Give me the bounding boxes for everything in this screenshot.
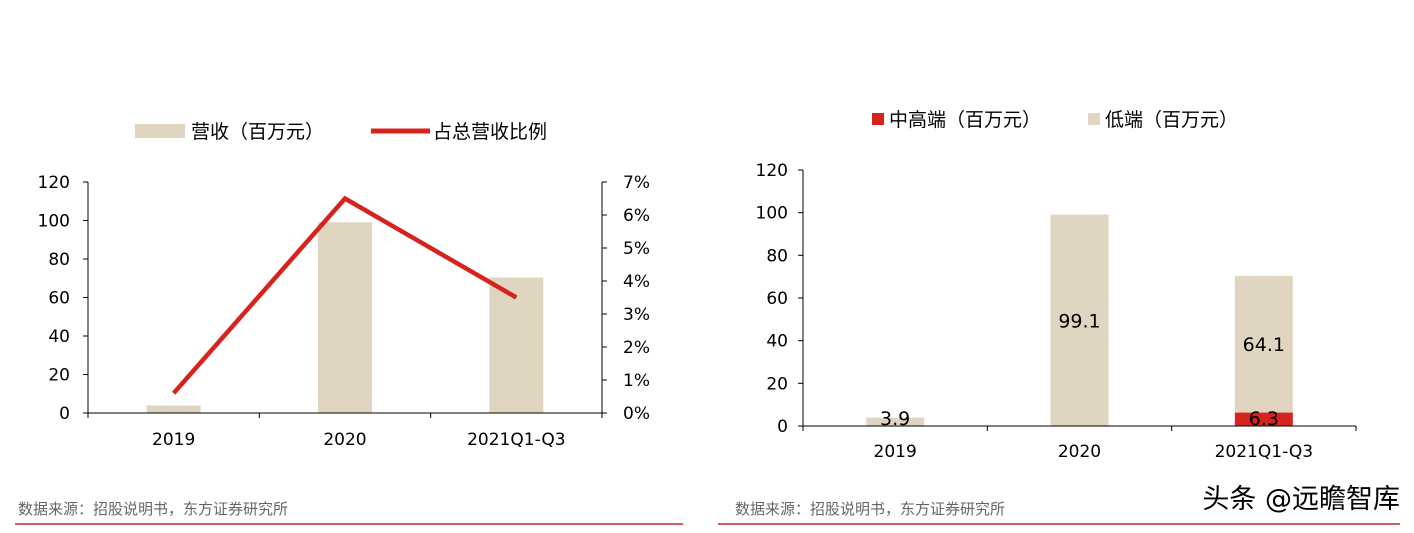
y-tick-label: 120 [756,161,788,181]
y-tick-label: 80 [766,246,788,266]
bar-revenue [489,277,544,413]
y2-tick-label: 6% [623,206,650,226]
y2-tick-label: 2% [623,338,650,358]
y2-tick-label: 3% [623,305,650,325]
y2-tick-label: 4% [623,272,650,292]
x-tick-label: 2021Q1-Q3 [1215,442,1313,462]
y2-tick-label: 1% [623,371,650,391]
bar-revenue [318,222,372,413]
y-tick-label: 60 [766,289,788,309]
y2-tick-label: 7% [623,173,650,193]
legend-bar-swatch [135,124,185,138]
source-note: 数据来源：招股说明书，东方证券研究所 [18,500,288,518]
watermark: 头条 @远瞻智库 [1202,484,1400,515]
y-tick-label: 20 [766,374,788,394]
legend-high-swatch [872,113,884,125]
right-chart: 中高端（百万元） 低端（百万元） 3.9 99.1 64.1 6.3 0 20 40 60 8… [718,109,1400,525]
bar-revenue [146,405,201,413]
x-tick-label: 2020 [323,430,366,450]
y-tick-label: 0 [59,404,70,424]
legend-line-label: 占总营收比例 [433,121,547,143]
data-label-low-end: 64.1 [1243,334,1285,356]
x-tick-label: 2019 [152,430,195,450]
y-tick-label: 120 [38,173,70,193]
bar-high-end [1234,412,1293,426]
bar-low-end [1234,275,1293,413]
y-tick-label: 40 [766,332,788,352]
y-tick-label: 80 [48,250,70,270]
data-label-low-end: 99.1 [1058,310,1100,332]
legend-low-label: 低端（百万元） [1105,109,1238,131]
x-tick-label: 2020 [1058,442,1101,462]
y-tick-label: 100 [756,204,788,224]
line-revenue-share [171,195,518,395]
data-label-low-end: 3.9 [880,408,910,430]
left-chart: 营收（百万元） 占总营收比例 0 20 40 60 80 100 120 0% 1% 2% 3% 4%… [15,121,683,525]
data-label-high-end: 6.3 [1249,408,1279,430]
x-tick-label: 2019 [874,442,917,462]
y-tick-label: 100 [38,212,70,232]
y2-tick-label: 5% [623,239,650,259]
legend-low-swatch [1088,113,1100,125]
bar-low-end [1050,214,1109,426]
legend-bar-label: 营收（百万元） [191,121,324,143]
source-note: 数据来源：招股说明书，东方证券研究所 [735,500,1005,518]
y-tick-label: 60 [48,289,70,309]
x-tick-label: 2021Q1-Q3 [467,430,565,450]
y-tick-label: 0 [777,417,788,437]
y2-tick-label: 0% [623,404,650,424]
bar-low-end [866,417,925,426]
y-tick-label: 40 [48,327,70,347]
legend-high-label: 中高端（百万元） [889,109,1041,131]
y-tick-label: 20 [48,366,70,386]
